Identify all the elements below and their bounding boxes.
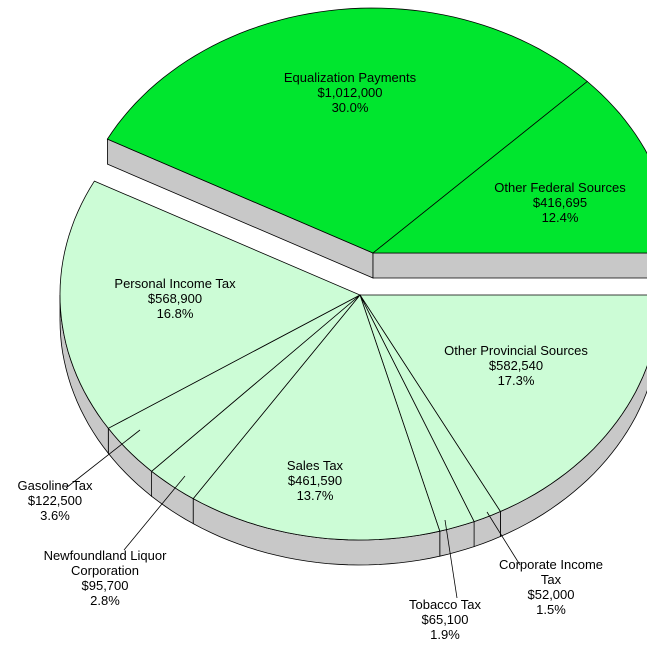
slice-value: $582,540: [488, 358, 544, 373]
slice-percent: 17.3%: [497, 373, 535, 388]
slice-label: Sales Tax $461,590 13.7%: [260, 458, 370, 503]
leader-line: [444, 519, 458, 599]
slice-percent: 16.8%: [156, 306, 194, 321]
slice: [371, 80, 647, 254]
leader-line: [65, 429, 141, 489]
slice-label: Personal Income Tax $568,900 16.8%: [95, 276, 255, 321]
slice-name: Tobacco Tax: [408, 597, 482, 612]
leader-line: [486, 511, 521, 566]
slice-value: $1,012,000: [317, 85, 383, 100]
slice: [359, 294, 647, 513]
slice-face: [372, 252, 647, 279]
leader-line: [123, 475, 186, 551]
slice-percent: 30.0%: [331, 100, 369, 115]
slice-name: Personal Income Tax: [114, 276, 236, 291]
slice-name: Gasoline Tax: [17, 478, 93, 493]
slice-label: Tobacco Tax $65,100 1.9%: [400, 597, 490, 642]
slice-label: Newfoundland Liquor Corporation $95,700 2.…: [35, 548, 175, 608]
slice-value: $95,700: [81, 578, 129, 593]
slice-label: Corporate Income Tax $52,000 1.5%: [496, 557, 606, 617]
slice-percent: 12.4%: [541, 210, 579, 225]
slice-percent: 13.7%: [296, 488, 334, 503]
slice-value: $122,500: [27, 493, 83, 508]
slice-percent: 2.8%: [90, 593, 120, 608]
slice-value: $568,900: [147, 291, 203, 306]
slice-value: $52,000: [527, 587, 575, 602]
slice: [59, 180, 361, 429]
slice-label: Equalization Payments $1,012,000 30.0%: [270, 70, 430, 115]
slice: [106, 7, 588, 254]
slice-value: $65,100: [421, 612, 469, 627]
slice-percent: 1.9%: [430, 627, 460, 642]
slice: [107, 294, 361, 472]
slice-value: $461,590: [287, 473, 343, 488]
slice-label: Other Federal Sources $416,695 12.4%: [475, 180, 645, 225]
slice-label: Gasoline Tax $122,500 3.6%: [5, 478, 105, 523]
slice-name: Corporate Income Tax: [498, 557, 604, 587]
slice-percent: 3.6%: [40, 508, 70, 523]
slice-name: Newfoundland Liquor Corporation: [43, 548, 167, 578]
slice-name: Other Federal Sources: [494, 180, 626, 195]
slice: [150, 294, 361, 500]
slice-name: Equalization Payments: [283, 70, 417, 85]
slice-name: Other Provincial Sources: [444, 343, 588, 358]
slice-name: Sales Tax: [286, 458, 344, 473]
slice-value: $416,695: [532, 195, 588, 210]
slice-label: Other Provincial Sources $582,540 17.3%: [416, 343, 616, 388]
slice-percent: 1.5%: [536, 602, 566, 617]
slice: [192, 294, 441, 541]
